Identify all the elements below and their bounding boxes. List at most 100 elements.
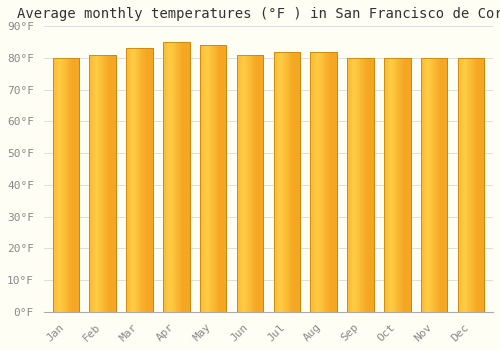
Bar <box>221 45 222 312</box>
Bar <box>385 58 386 312</box>
Bar <box>163 42 190 312</box>
Bar <box>171 42 172 312</box>
Bar <box>254 55 255 312</box>
Bar <box>291 52 292 312</box>
Bar <box>206 45 207 312</box>
Bar <box>368 58 370 312</box>
Bar <box>464 58 465 312</box>
Bar <box>384 58 385 312</box>
Bar <box>126 49 152 312</box>
Bar <box>236 55 263 312</box>
Bar <box>463 58 464 312</box>
Bar <box>277 52 278 312</box>
Bar <box>283 52 284 312</box>
Bar <box>433 58 434 312</box>
Bar <box>398 58 399 312</box>
Bar <box>70 58 71 312</box>
Bar <box>65 58 66 312</box>
Bar <box>66 58 68 312</box>
Bar <box>321 52 322 312</box>
Bar <box>472 58 474 312</box>
Bar <box>360 58 362 312</box>
Bar <box>52 58 54 312</box>
Bar <box>314 52 315 312</box>
Bar <box>355 58 356 312</box>
Bar <box>354 58 355 312</box>
Bar <box>364 58 365 312</box>
Bar <box>63 58 64 312</box>
Bar <box>151 49 152 312</box>
Bar <box>436 58 437 312</box>
Bar <box>444 58 446 312</box>
Bar <box>188 42 190 312</box>
Bar <box>74 58 76 312</box>
Bar <box>243 55 244 312</box>
Bar <box>326 52 327 312</box>
Bar <box>113 55 114 312</box>
Bar <box>150 49 151 312</box>
Bar <box>184 42 185 312</box>
Bar <box>55 58 56 312</box>
Bar <box>214 45 215 312</box>
Bar <box>442 58 443 312</box>
Bar <box>100 55 101 312</box>
Bar <box>358 58 360 312</box>
Bar <box>422 58 424 312</box>
Bar <box>408 58 409 312</box>
Bar <box>106 55 107 312</box>
Bar <box>347 58 348 312</box>
Bar <box>430 58 432 312</box>
Bar <box>262 55 263 312</box>
Bar <box>136 49 137 312</box>
Bar <box>437 58 438 312</box>
Bar <box>396 58 398 312</box>
Bar <box>286 52 287 312</box>
Bar <box>372 58 373 312</box>
Bar <box>54 58 55 312</box>
Bar <box>172 42 174 312</box>
Bar <box>130 49 132 312</box>
Bar <box>476 58 477 312</box>
Bar <box>421 58 448 312</box>
Bar <box>57 58 58 312</box>
Bar <box>446 58 448 312</box>
Bar <box>168 42 169 312</box>
Bar <box>200 45 202 312</box>
Bar <box>310 52 311 312</box>
Bar <box>93 55 94 312</box>
Bar <box>370 58 371 312</box>
Bar <box>58 58 59 312</box>
Bar <box>98 55 99 312</box>
Bar <box>390 58 391 312</box>
Bar <box>248 55 249 312</box>
Bar <box>223 45 224 312</box>
Bar <box>165 42 166 312</box>
Bar <box>312 52 313 312</box>
Bar <box>440 58 441 312</box>
Bar <box>133 49 134 312</box>
Bar <box>90 55 91 312</box>
Bar <box>200 45 226 312</box>
Bar <box>365 58 366 312</box>
Bar <box>73 58 74 312</box>
Bar <box>246 55 248 312</box>
Bar <box>60 58 62 312</box>
Bar <box>224 45 226 312</box>
Bar <box>186 42 187 312</box>
Bar <box>320 52 321 312</box>
Bar <box>384 58 410 312</box>
Bar <box>132 49 133 312</box>
Bar <box>62 58 63 312</box>
Bar <box>127 49 128 312</box>
Bar <box>260 55 262 312</box>
Bar <box>391 58 392 312</box>
Bar <box>182 42 184 312</box>
Bar <box>384 58 410 312</box>
Bar <box>407 58 408 312</box>
Bar <box>458 58 460 312</box>
Bar <box>347 58 374 312</box>
Bar <box>290 52 291 312</box>
Bar <box>406 58 407 312</box>
Bar <box>212 45 213 312</box>
Bar <box>462 58 463 312</box>
